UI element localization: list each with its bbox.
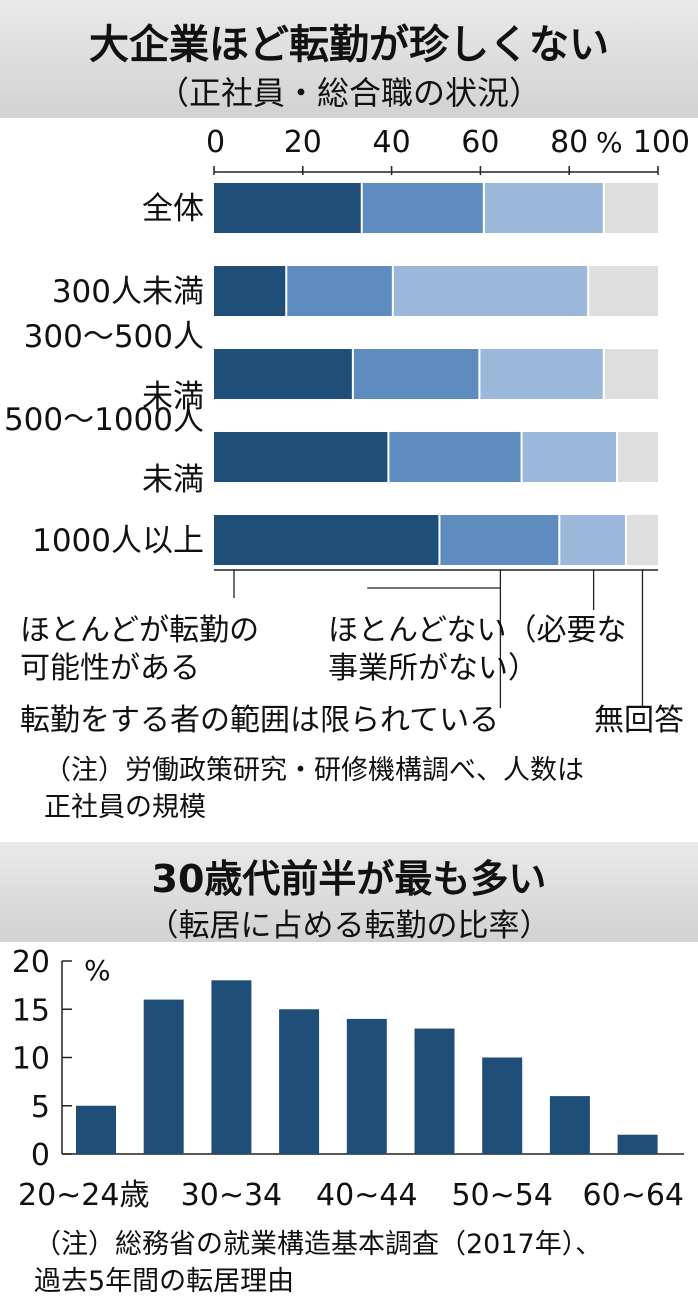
category-label: 全体 [142,191,204,227]
y-tick-label: 5 [31,1090,50,1125]
x-tick-label: 80 [550,125,588,160]
category-label: 未満 [142,462,204,498]
y-tick-label: 15 [12,993,50,1028]
bar-segment [626,515,658,565]
bar-segment [522,432,617,482]
x-tick-label: 40 [373,125,411,160]
bar-segment [389,432,521,482]
column-bar [482,1057,523,1154]
category-label: 未満 [142,379,204,415]
series-label-1: 転勤をする者の範囲は限られている [20,703,499,738]
y-axis-unit: % [84,954,111,987]
chart1-title-band [0,0,698,118]
series-label-3: 無回答 [594,703,684,738]
series-label-2: ほとんどない（必要な [328,613,627,648]
x-tick-label: 40~44 [316,1178,417,1213]
chart1-note: （注）労働政策研究・研修機構調べ、人数は 正社員の規模 [44,752,684,826]
bar-segment [214,349,352,399]
chart1-title: 大企業ほど転勤が珍しくない [89,22,609,68]
y-tick-label: 10 [12,1042,50,1077]
bar-segment [287,266,392,316]
bar-segment [393,266,588,316]
bar-segment [604,183,658,233]
y-tick-label: 20 [12,945,50,980]
bar-segment [589,266,658,316]
column-bar [617,1134,658,1154]
x-tick-label: 0 [206,125,225,160]
chart1-stacked-bar: 0 20 40 60 80 100%全体300人未満300～500人未満500～1000人… [4,125,690,738]
x-tick-label: 20~24歳 [18,1178,149,1213]
bar-segment [362,183,483,233]
bar-segment [484,183,603,233]
column-bar [414,1028,455,1154]
column-bar [211,980,252,1154]
chart2-title-band [0,842,698,942]
x-tick-label: 60~64 [583,1178,684,1213]
category-label: 300人未満 [52,274,204,310]
chart2-title: 30歳代前半が最も多い [151,857,547,901]
series-label-0: ほとんどが転勤の [20,613,259,648]
column-bar [143,999,184,1154]
bar-segment [353,349,479,399]
x-tick-label: 50~54 [451,1178,552,1213]
column-bar [346,1018,387,1154]
bar-segment [604,349,658,399]
column-bar [549,1096,590,1154]
category-label: 300～500人 [24,319,204,355]
series-label-2: 事業所がない） [328,651,538,686]
column-bar [279,1009,320,1154]
y-tick-label: 0 [31,1138,50,1173]
x-tick-label: 100 [633,125,690,160]
x-tick-label: 20 [284,125,322,160]
chart1-subtitle: （正社員・総合職の状況） [156,74,541,112]
bar-segment [214,432,388,482]
chart2-subtitle: （転居に占める転勤の比率） [147,908,551,944]
category-label: 500～1000人 [4,402,204,438]
bar-segment [440,515,559,565]
column-bar [76,1105,116,1154]
bar-segment [480,349,603,399]
bar-segment [618,432,658,482]
category-label: 1000人以上 [32,523,204,559]
chart2-note: （注）総務省の就業構造基本調査（2017年）、 過去5年間の転居理由 [34,1226,684,1300]
chart2-note-line2: 過去5年間の転居理由 [34,1266,295,1297]
x-tick-label: 30~34 [181,1178,282,1213]
bar-segment [214,183,361,233]
x-unit-label: % [596,126,623,159]
bar-segment [214,266,286,316]
chart1-note-line2: 正社員の規模 [44,792,206,823]
chart1-note-line1: （注）労働政策研究・研修機構調べ、人数は [44,755,584,786]
bar-segment [214,515,439,565]
chart2-note-line1: （注）総務省の就業構造基本調査（2017年）、 [34,1229,603,1260]
bar-segment [560,515,625,565]
series-label-0: 可能性がある [20,651,200,686]
x-tick-label: 60 [461,125,499,160]
